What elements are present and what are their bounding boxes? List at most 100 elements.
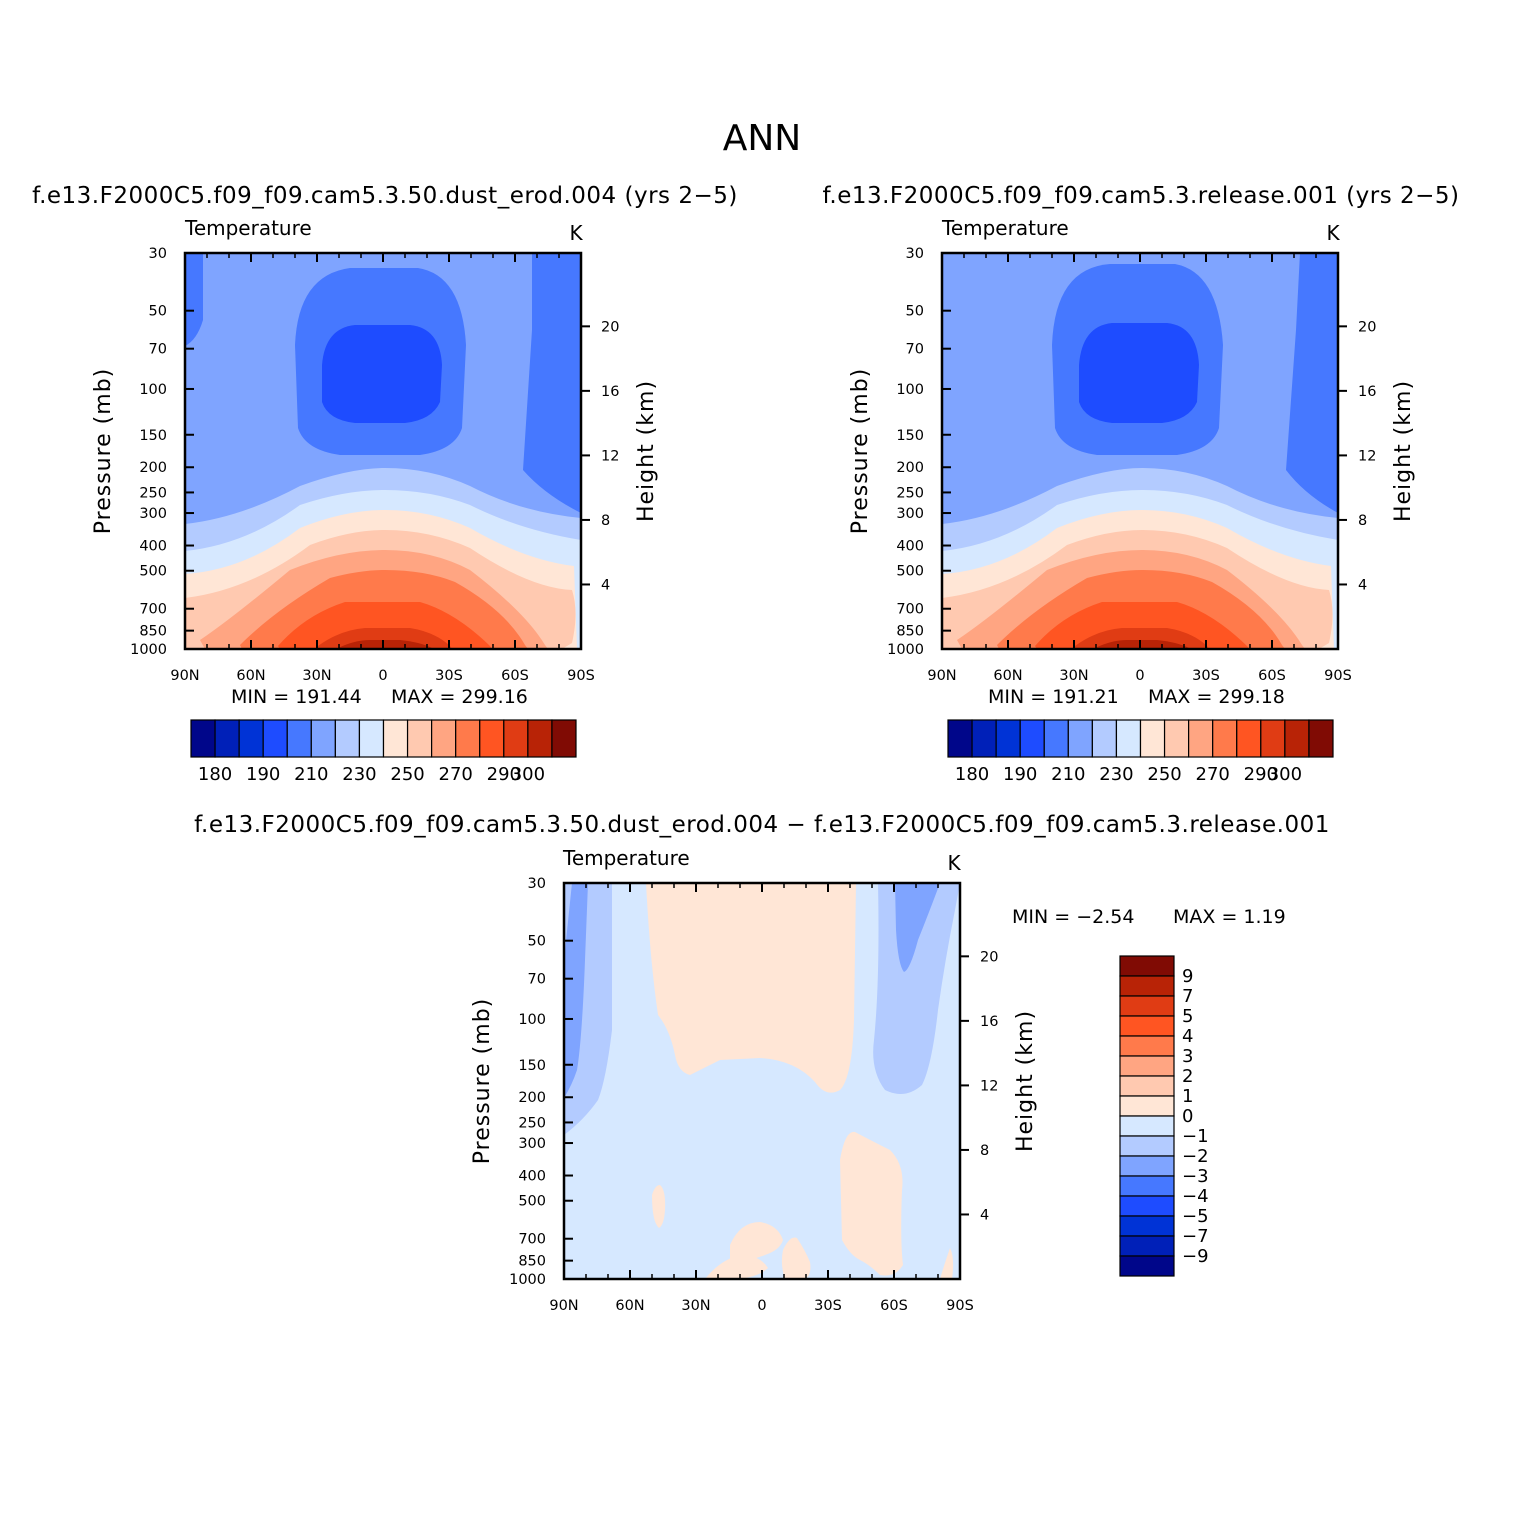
difference-contour-band <box>873 883 960 1094</box>
difference-max-label: MAX = 1.19 <box>1173 906 1286 928</box>
y-tick-label: 500 <box>518 1194 546 1210</box>
colorbar-label: 190 <box>246 764 280 785</box>
y-tick-label: 50 <box>906 304 924 320</box>
y-tick-label: 850 <box>518 1254 546 1270</box>
y-tick-label: 700 <box>139 602 167 618</box>
colorbar-box <box>503 719 529 758</box>
y-tick-label: 70 <box>906 342 924 358</box>
x-tick-label: 60N <box>615 1298 644 1314</box>
colorbar-box <box>1119 1015 1175 1037</box>
colorbar-box <box>1163 719 1190 758</box>
difference-contour-band <box>730 1222 783 1262</box>
height-tick-label: 20 <box>601 319 619 335</box>
difference-contour-band <box>895 883 940 972</box>
colorbar-box <box>1119 955 1175 977</box>
colorbar-label: 290 <box>1244 764 1278 785</box>
colorbar-box <box>947 719 973 758</box>
y-tick-label: 150 <box>139 428 167 444</box>
colorbar-label: −2 <box>1182 1146 1209 1167</box>
control-units-label: K <box>1326 221 1340 245</box>
x-tick-label: 60S <box>501 668 529 684</box>
colorbar-box <box>1119 1095 1175 1117</box>
colorbar-label: 190 <box>1003 764 1037 785</box>
case-contour-band <box>523 253 581 513</box>
colorbar-box <box>1284 719 1310 758</box>
y-tick-label: 100 <box>896 382 924 398</box>
y-tick-label: 700 <box>518 1232 546 1248</box>
y-tick-label: 250 <box>896 485 924 501</box>
y-tick-label: 100 <box>518 1012 546 1028</box>
y-tick-label: 300 <box>518 1136 546 1152</box>
colorbar-label: 9 <box>1182 966 1193 987</box>
case-variable-label: Temperature <box>184 216 312 240</box>
x-tick-label: 90S <box>567 668 595 684</box>
colorbar-box <box>358 719 385 758</box>
difference-contour-band <box>705 1255 768 1279</box>
y-tick-label: 300 <box>139 506 167 522</box>
difference-min-label: MIN = −2.54 <box>1012 906 1134 928</box>
difference-contour-band <box>840 1131 903 1276</box>
colorbar-box <box>1119 1235 1175 1257</box>
x-tick-label: 0 <box>1135 668 1144 684</box>
colorbar-box <box>1115 719 1142 758</box>
case-contour-band <box>185 253 203 346</box>
y-tick-label: 30 <box>906 246 924 262</box>
colorbar-box <box>479 719 505 758</box>
y-tick-label: 850 <box>896 624 924 640</box>
difference-panel: f.e13.F2000C5.f09_f09.cam5.3.50.dust_ero… <box>194 812 1329 1314</box>
colorbar-box <box>1212 719 1238 758</box>
colorbar-box <box>971 719 997 758</box>
y-tick-label: 200 <box>518 1090 546 1106</box>
x-tick-label: 30N <box>1059 668 1088 684</box>
colorbar-box <box>190 719 216 758</box>
colorbar-label: −5 <box>1182 1206 1209 1227</box>
y-tick-label: 250 <box>518 1115 546 1131</box>
colorbar-label: 250 <box>390 764 424 785</box>
y-tick-label: 70 <box>149 342 167 358</box>
colorbar-label: 210 <box>1051 764 1085 785</box>
colorbar-label: −3 <box>1182 1166 1209 1187</box>
height-tick-label: 12 <box>1358 448 1376 464</box>
colorbar-box <box>1119 1255 1175 1277</box>
control-panel: f.e13.F2000C5.f09_f09.cam5.3.release.001… <box>822 183 1459 785</box>
x-tick-label: 30N <box>681 1298 710 1314</box>
colorbar-box <box>1119 1075 1175 1097</box>
difference-units-label: K <box>947 851 961 875</box>
control-contour-band <box>1286 253 1338 513</box>
height-axis-title: Height (km) <box>634 380 659 522</box>
x-tick-label: 90N <box>927 668 956 684</box>
colorbar-label: 250 <box>1147 764 1181 785</box>
y-axis-title: Pressure (mb) <box>470 998 495 1165</box>
colorbar-box <box>1139 719 1166 758</box>
height-tick-label: 16 <box>1358 384 1376 400</box>
colorbar-box <box>1119 1135 1175 1157</box>
y-tick-label: 70 <box>528 972 546 988</box>
y-tick-label: 850 <box>139 624 167 640</box>
colorbar-label: 270 <box>439 764 473 785</box>
colorbar-label: 300 <box>511 764 545 785</box>
difference-contour-band <box>646 883 856 1093</box>
control-max-label: MAX = 299.18 <box>1148 686 1285 708</box>
case-subtitle: f.e13.F2000C5.f09_f09.cam5.3.50.dust_ero… <box>32 183 738 209</box>
x-tick-label: 60S <box>1258 668 1286 684</box>
height-axis-title: Height (km) <box>1391 380 1416 522</box>
control-contour-band <box>1079 323 1199 423</box>
control-contour-plot <box>940 251 1340 651</box>
difference-contour-band <box>652 1185 666 1228</box>
colorbar-label: 1 <box>1182 1086 1193 1107</box>
colorbar-box <box>1019 719 1045 758</box>
y-tick-label: 50 <box>149 304 167 320</box>
y-tick-label: 700 <box>896 602 924 618</box>
height-tick-label: 16 <box>980 1014 998 1030</box>
colorbar-box <box>1091 719 1118 758</box>
colorbar-box <box>995 719 1021 758</box>
difference-variable-label: Temperature <box>562 846 690 870</box>
case-contour-band <box>322 325 442 423</box>
colorbar-box <box>1043 719 1069 758</box>
x-tick-label: 60N <box>993 668 1022 684</box>
y-tick-label: 400 <box>139 539 167 555</box>
x-tick-label: 30S <box>435 668 463 684</box>
colorbar-label: 230 <box>1099 764 1133 785</box>
y-tick-label: 400 <box>518 1169 546 1185</box>
